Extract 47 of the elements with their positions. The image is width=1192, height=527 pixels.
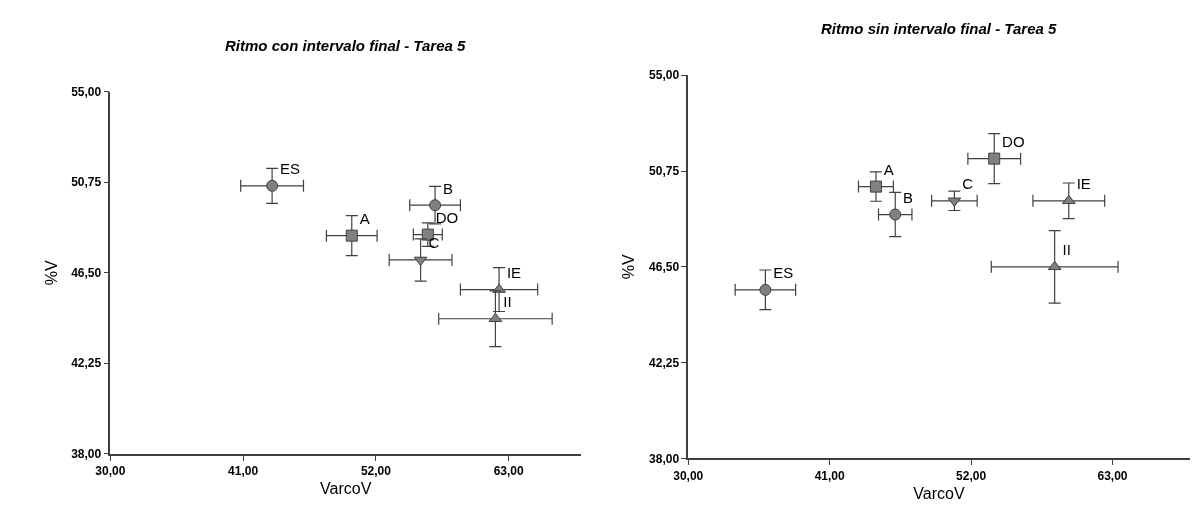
series-label: A bbox=[359, 210, 370, 228]
series-label: B bbox=[442, 179, 453, 197]
series-label: ES bbox=[773, 264, 794, 282]
point bbox=[759, 283, 772, 296]
y-tick-label: 38,00 bbox=[71, 447, 102, 462]
series-label: C bbox=[962, 175, 974, 193]
x-tick-label: 30,00 bbox=[95, 463, 126, 478]
y-axis-title: %V bbox=[620, 254, 638, 280]
x-tick-label: 30,00 bbox=[673, 468, 704, 483]
series-label: IE bbox=[506, 263, 522, 281]
series-label: IE bbox=[1076, 175, 1091, 193]
x-tick-label: 52,00 bbox=[360, 463, 392, 478]
chart-title: Ritmo con intervalo final - Tarea 5 bbox=[225, 37, 466, 54]
point bbox=[345, 229, 358, 242]
y-tick-label: 46,50 bbox=[649, 260, 680, 275]
series-label: A bbox=[883, 160, 894, 178]
y-tick-label: 46,50 bbox=[71, 265, 102, 280]
x-tick-label: 41,00 bbox=[814, 468, 845, 483]
x-axis-title: VarcoV bbox=[320, 480, 372, 498]
point bbox=[429, 199, 442, 212]
point bbox=[1047, 260, 1062, 271]
point bbox=[869, 180, 882, 193]
point bbox=[266, 179, 279, 192]
y-tick-label: 50,75 bbox=[649, 164, 680, 179]
point bbox=[1061, 194, 1076, 205]
x-axis-title: VarcoV bbox=[913, 484, 965, 502]
series-label: C bbox=[428, 234, 440, 252]
y-tick-label: 42,25 bbox=[71, 356, 102, 371]
y-tick-label: 55,00 bbox=[649, 68, 680, 83]
series-label: ES bbox=[279, 160, 300, 178]
x-tick-label: 63,00 bbox=[1097, 468, 1128, 483]
y-tick-label: 42,25 bbox=[649, 355, 680, 370]
y-axis-title: %V bbox=[42, 259, 60, 286]
x-tick-label: 41,00 bbox=[228, 463, 259, 478]
series-label: II bbox=[503, 293, 512, 311]
chart-title: Ritmo sin intervalo final - Tarea 5 bbox=[821, 20, 1057, 37]
point bbox=[988, 152, 1001, 165]
series-label: DO bbox=[435, 208, 459, 226]
series-label: DO bbox=[1002, 133, 1025, 150]
y-tick-label: 38,00 bbox=[649, 451, 680, 466]
x-tick-label: 52,00 bbox=[956, 468, 987, 483]
x-tick-label: 63,00 bbox=[493, 463, 525, 478]
series-label: B bbox=[903, 188, 914, 206]
point bbox=[889, 208, 902, 221]
y-tick-label: 50,75 bbox=[71, 175, 102, 190]
y-tick-label: 55,00 bbox=[71, 84, 102, 99]
series-label: II bbox=[1062, 241, 1071, 259]
